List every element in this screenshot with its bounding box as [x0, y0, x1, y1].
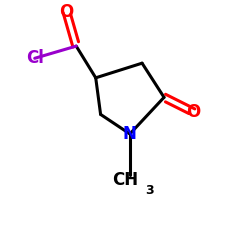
Text: Cl: Cl [26, 49, 44, 67]
Text: CH: CH [112, 171, 138, 189]
Text: 3: 3 [145, 184, 154, 196]
Text: O: O [59, 3, 74, 21]
Text: N: N [123, 125, 137, 143]
Text: O: O [186, 103, 200, 121]
